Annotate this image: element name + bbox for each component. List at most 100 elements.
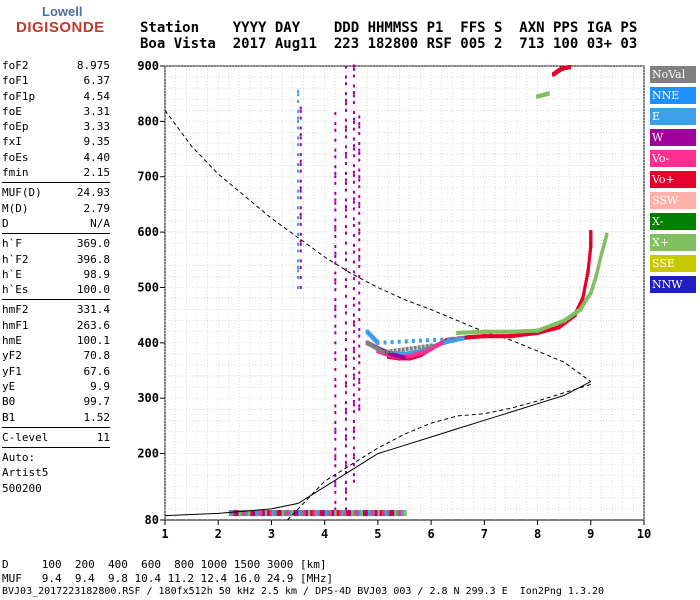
echo-mark [384,352,388,357]
echo-mark [579,300,583,305]
echo-mark [410,355,414,360]
echo-mark [430,344,434,349]
echo-mark [421,350,425,355]
echo-mark [374,345,378,350]
echo-mark [344,128,347,132]
echo-mark [396,354,400,359]
echo-mark [571,312,575,317]
echo-mark [344,437,347,441]
echo-mark [502,334,506,339]
echo-mark [588,252,592,257]
echo-mark [358,185,361,189]
echo-mark [389,355,393,360]
echo-mark [297,222,300,226]
echo-mark [408,350,412,355]
echo-mark [540,93,544,98]
echo-mark [367,331,371,336]
echo-mark [408,356,412,361]
echo-mark [319,510,323,517]
echo-mark [465,335,469,340]
echo-mark [365,329,369,334]
echo-mark [403,356,407,361]
echo-mark [344,401,347,405]
echo-mark [426,348,430,353]
echo-mark [461,336,465,341]
echo-mark [352,313,355,317]
echo-mark [594,274,598,279]
echo-mark [299,153,302,157]
echo-mark [371,335,375,340]
echo-mark [352,207,355,211]
echo-mark [595,270,599,275]
echo-mark [365,340,369,345]
echo-mark [264,510,268,517]
param-row: M(D) 2.79 [2,201,110,216]
echo-mark [299,126,302,130]
echo-mark [299,169,302,173]
param-row: yE 9.9 [2,379,110,394]
param-value: 8.975 [76,59,110,72]
param-value: 24.93 [76,186,110,200]
echo-mark [352,350,355,354]
echo-mark [299,133,302,137]
echo-mark [536,94,540,99]
echo-mark [437,342,441,347]
echo-mark [334,278,337,282]
param-name: h`F2 [2,252,29,266]
echo-mark [418,353,422,358]
echo-mark [586,266,590,271]
echo-mark [358,371,361,375]
echo-mark [358,301,361,305]
echo-mark [245,510,249,517]
echo-mark [579,299,583,304]
echo-mark [358,221,361,225]
echo-mark [334,281,337,285]
legend-item: NNW [650,276,696,293]
echo-mark [571,314,575,319]
echo-mark [344,384,347,388]
echo-mark [516,333,520,338]
echo-mark [373,337,377,342]
echo-mark [575,308,579,313]
echo-mark [557,325,561,330]
echo-mark [334,500,337,504]
echo-mark [352,346,355,350]
echo-mark [299,109,302,113]
echo-mark [394,355,398,360]
echo-mark [406,356,410,361]
echo-mark [352,94,355,98]
echo-mark [481,334,485,339]
echo-mark [545,91,549,96]
echo-mark [344,75,347,79]
echo-mark [581,303,585,308]
echo-mark [419,348,423,353]
echo-mark [410,350,414,355]
echo-mark [473,330,477,335]
echo-mark [344,171,347,175]
echo-mark [381,350,385,355]
echo-mark [426,338,430,343]
echo-mark [344,225,347,229]
param-value: N/A [90,216,110,230]
echo-mark [334,198,337,202]
echo-mark [297,163,300,167]
echo-mark [596,265,600,270]
logo-line2: DIGISONDE [16,19,105,36]
x-tick-label: 2 [215,527,222,541]
echo-mark [334,480,337,484]
echo-mark [281,510,285,517]
echo-mark [546,91,550,96]
echo-mark [299,285,302,289]
echo-mark [426,346,430,351]
echo-mark [462,330,466,335]
echo-mark [421,351,425,356]
echo-mark [547,324,551,329]
param-row: fxI 9.35 [2,134,110,149]
echo-mark [371,344,375,349]
echo-mark [433,344,437,349]
echo-mark [334,427,337,431]
echo-mark [440,340,444,345]
echo-mark [351,510,355,517]
echo-mark [299,206,302,210]
echo-mark [482,334,486,339]
